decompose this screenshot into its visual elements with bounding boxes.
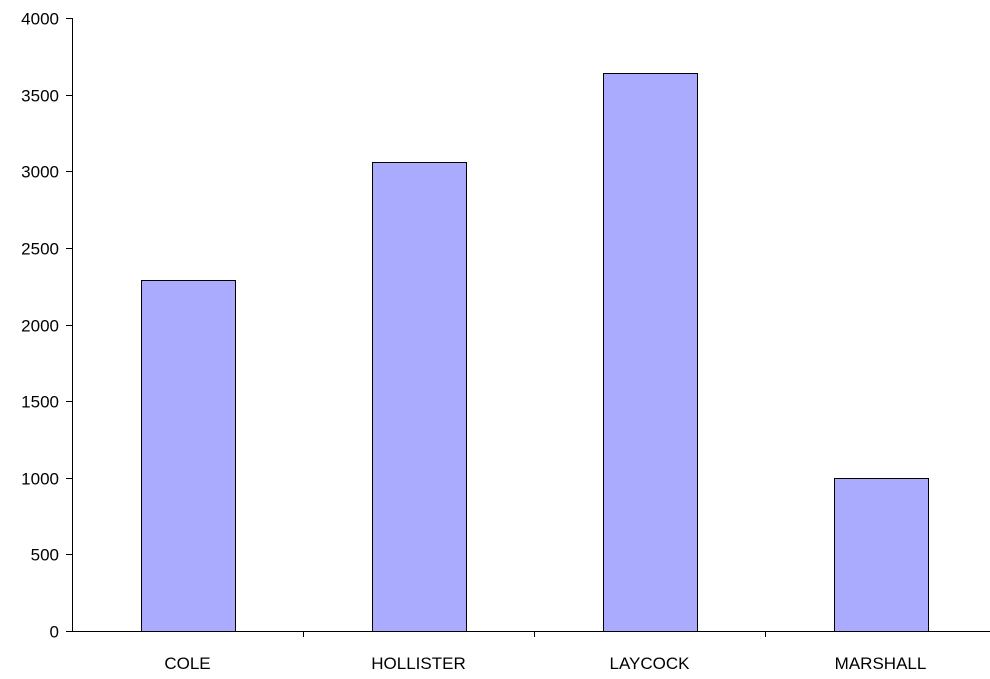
bar-cole <box>141 280 236 632</box>
y-tick-label: 3000 <box>21 163 59 182</box>
y-tick-label: 1500 <box>21 393 59 412</box>
y-tick-label: 500 <box>31 546 59 565</box>
y-tick-label: 1000 <box>21 470 59 489</box>
y-tick-label: 4000 <box>21 10 59 29</box>
x-axis: COLE HOLLISTER LAYCOCK MARSHALL <box>72 631 990 673</box>
x-tick-label: COLE <box>164 654 210 673</box>
x-tick-label: HOLLISTER <box>371 654 465 673</box>
x-tick-label: MARSHALL <box>835 654 927 673</box>
y-tick-label: 0 <box>50 623 59 642</box>
y-tick-label: 2000 <box>21 317 59 336</box>
y-tick-label: 2500 <box>21 240 59 259</box>
x-tick-label: LAYCOCK <box>610 654 691 673</box>
bar-laycock <box>603 73 698 632</box>
plot-area <box>141 73 929 632</box>
bar-hollister <box>372 162 467 632</box>
y-tick-label: 3500 <box>21 87 59 106</box>
bar-marshall <box>834 478 929 632</box>
y-axis: 0 500 1000 1500 2000 2500 3000 3500 4000 <box>21 10 73 642</box>
